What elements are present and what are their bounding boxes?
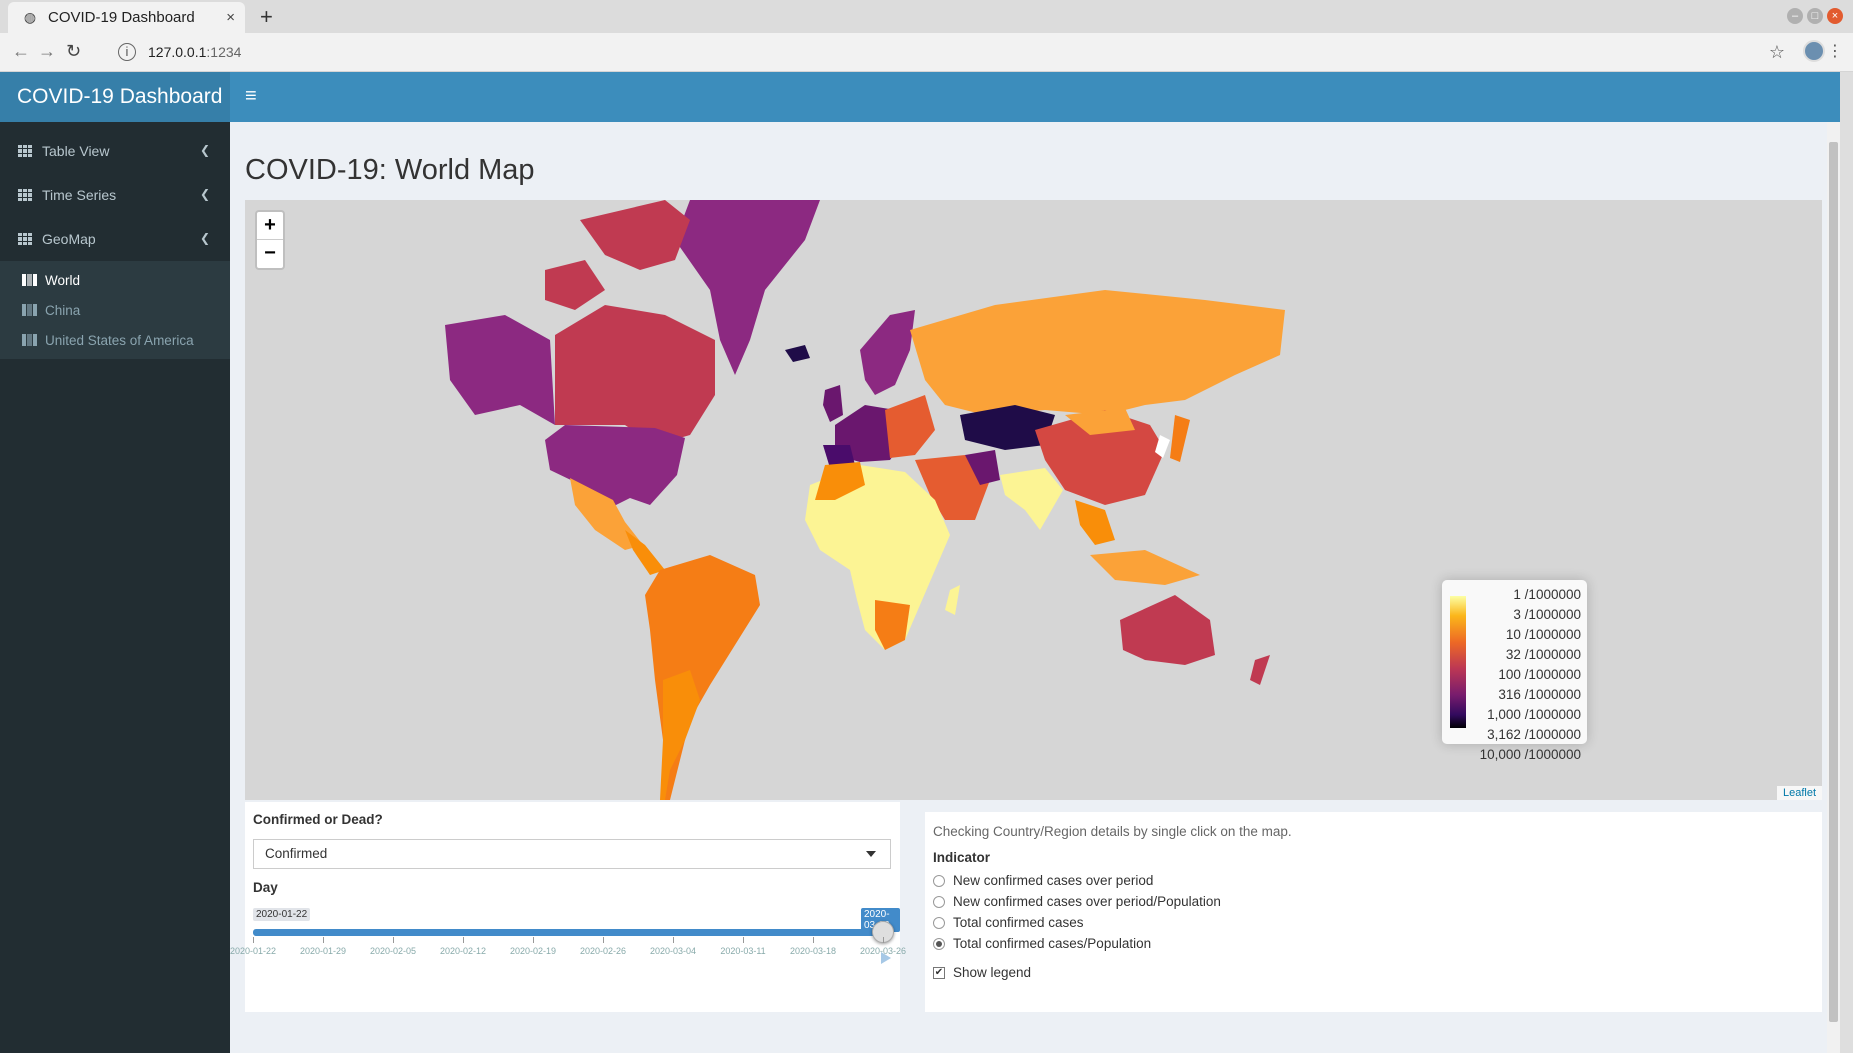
sidebar-item-label: Table View — [42, 143, 110, 159]
forward-arrow-icon[interactable]: → — [38, 41, 56, 61]
legend-label: 1 /1000000 — [1513, 587, 1581, 602]
profile-avatar[interactable] — [1803, 40, 1825, 62]
leaflet-attribution-link[interactable]: Leaflet — [1776, 786, 1822, 800]
submenu-item-china[interactable]: China — [0, 295, 230, 325]
globe-icon: ◍ — [23, 9, 37, 25]
submenu-item-usa[interactable]: United States of America — [0, 325, 230, 355]
geomap-submenu: World China United States of America — [0, 261, 230, 359]
indicator-option[interactable]: Total confirmed cases — [933, 912, 1221, 933]
sidebar-item-table-view[interactable]: Table View ❮ — [0, 129, 230, 173]
browser-tab-bar: ◍ COVID-19 Dashboard × + – □ × — [0, 0, 1853, 33]
indicator-option[interactable]: New confirmed cases over period/Populati… — [933, 891, 1221, 912]
indicator-option[interactable]: Total confirmed cases/Population — [933, 933, 1221, 954]
radio-button[interactable] — [933, 895, 945, 908]
indicator-label: Indicator — [933, 850, 991, 865]
table-icon — [18, 233, 32, 245]
scrollbar-thumb[interactable] — [1829, 142, 1838, 1022]
table-icon — [18, 145, 32, 157]
show-legend-option[interactable]: ✔ Show legend — [933, 962, 1031, 983]
slider-track[interactable] — [253, 929, 883, 936]
submenu-item-world[interactable]: World — [0, 265, 230, 295]
day-label: Day — [253, 880, 278, 895]
confirmed-or-dead-label: Confirmed or Dead? — [253, 812, 383, 827]
page-scrollbar[interactable] — [1827, 122, 1840, 1053]
chevron-left-icon: ❮ — [199, 187, 210, 201]
radio-button[interactable] — [933, 874, 945, 887]
map-icon — [22, 334, 37, 346]
slider-min-label: 2020-01-22 — [253, 908, 311, 921]
submenu-item-label: World — [45, 272, 81, 288]
world-map[interactable]: + − 1 /1000000 3 /1000000 10 /1000000 32… — [245, 200, 1822, 800]
radio-button-selected[interactable] — [933, 937, 945, 950]
window-close-button[interactable]: × — [1827, 8, 1843, 24]
choropleth-map[interactable] — [245, 200, 1822, 800]
legend-label: 100 /1000000 — [1498, 667, 1581, 682]
info-icon[interactable]: i — [118, 43, 136, 61]
map-icon — [22, 304, 37, 316]
radio-button[interactable] — [933, 916, 945, 929]
browser-tab[interactable]: ◍ COVID-19 Dashboard × — [8, 2, 245, 33]
caret-down-icon — [866, 851, 876, 857]
url-text: 127.0.0.1:1234 — [148, 44, 242, 60]
radio-label: New confirmed cases over period — [953, 873, 1154, 888]
page-title: COVID-19: World Map — [245, 154, 535, 186]
play-icon[interactable] — [881, 952, 891, 964]
address-bar[interactable]: i 127.0.0.1:1234 — [110, 37, 1755, 67]
radio-label: Total confirmed cases/Population — [953, 936, 1152, 951]
show-legend-checkbox[interactable]: ✔ — [933, 966, 945, 979]
browser-toolbar: ← → ↻ i 127.0.0.1:1234 ☆ ⋮ — [0, 33, 1853, 72]
select-value: Confirmed — [265, 846, 328, 861]
legend-label: 32 /1000000 — [1505, 647, 1581, 662]
submenu-item-label: China — [45, 302, 81, 318]
new-tab-button[interactable]: + — [260, 4, 273, 29]
app-brand[interactable]: COVID-19 Dashboard — [0, 72, 230, 122]
radio-label: Total confirmed cases — [953, 915, 1084, 930]
reload-icon[interactable]: ↻ — [66, 41, 82, 61]
legend-label: 10,000 /1000000 — [1479, 747, 1581, 762]
map-legend: 1 /1000000 3 /1000000 10 /1000000 32 /10… — [1442, 580, 1587, 762]
legend-label: 3 /1000000 — [1513, 607, 1581, 622]
table-icon — [18, 189, 32, 201]
main-content: COVID-19: World Map — [230, 122, 1840, 1053]
legend-label: 1,000 /1000000 — [1487, 707, 1581, 722]
slider-ticks: 2020-01-22 2020-01-29 2020-02-05 2020-02-12… — [230, 937, 906, 957]
legend-color-ramp — [1450, 596, 1466, 728]
maximize-button[interactable]: □ — [1807, 8, 1823, 24]
submenu-item-label: United States of America — [45, 332, 194, 348]
details-hint: Checking Country/Region details by singl… — [933, 824, 1292, 839]
legend-labels: 1 /1000000 3 /1000000 10 /1000000 32 /10… — [1480, 585, 1581, 765]
window-controls: – □ × — [1787, 8, 1843, 24]
legend-label: 316 /1000000 — [1498, 687, 1581, 702]
controls-panel: Confirmed or Dead? Confirmed Day 2020-01… — [230, 802, 906, 1012]
sidebar-item-geomap[interactable]: GeoMap ❮ — [0, 217, 230, 261]
bookmark-star-icon[interactable]: ☆ — [1768, 42, 1785, 62]
indicator-option[interactable]: New confirmed cases over period — [933, 870, 1221, 891]
legend-label: 10 /1000000 — [1505, 627, 1581, 642]
radio-label: New confirmed cases over period/Populati… — [953, 894, 1221, 909]
confirmed-or-dead-select[interactable]: Confirmed — [253, 839, 891, 869]
checkbox-label: Show legend — [953, 965, 1032, 980]
chevron-left-icon: ❮ — [199, 231, 210, 245]
tab-title: COVID-19 Dashboard — [48, 9, 195, 26]
details-panel: Checking Country/Region details by singl… — [925, 812, 1822, 1012]
app: COVID-19 Dashboard ≡ Table View ❮ Time S… — [0, 72, 1853, 1053]
day-slider[interactable]: 2020-01-22 2020-03-26 2020-01-222020-01-… — [230, 907, 906, 987]
chevron-left-icon: ❮ — [199, 143, 210, 157]
indicator-radio-group: New confirmed cases over period New conf… — [933, 870, 1221, 954]
tab-close-icon[interactable]: × — [226, 9, 235, 26]
zoom-out-button[interactable]: − — [264, 242, 276, 264]
browser-menu-icon[interactable]: ⋮ — [1827, 43, 1843, 60]
sidebar-toggle-icon[interactable]: ≡ — [245, 85, 257, 107]
top-navbar: ≡ — [230, 72, 1840, 122]
minimize-button[interactable]: – — [1787, 8, 1803, 24]
back-arrow-icon[interactable]: ← — [12, 41, 30, 61]
zoom-control: + − — [255, 210, 285, 270]
legend-label: 3,162 /1000000 — [1487, 727, 1581, 742]
sidebar-item-time-series[interactable]: Time Series ❮ — [0, 173, 230, 217]
sidebar-item-label: GeoMap — [42, 231, 96, 247]
sidebar-item-label: Time Series — [42, 187, 117, 203]
map-icon — [22, 274, 37, 286]
zoom-in-button[interactable]: + — [257, 212, 283, 240]
sidebar: Table View ❮ Time Series ❮ GeoMap ❮ Worl… — [0, 122, 230, 1053]
